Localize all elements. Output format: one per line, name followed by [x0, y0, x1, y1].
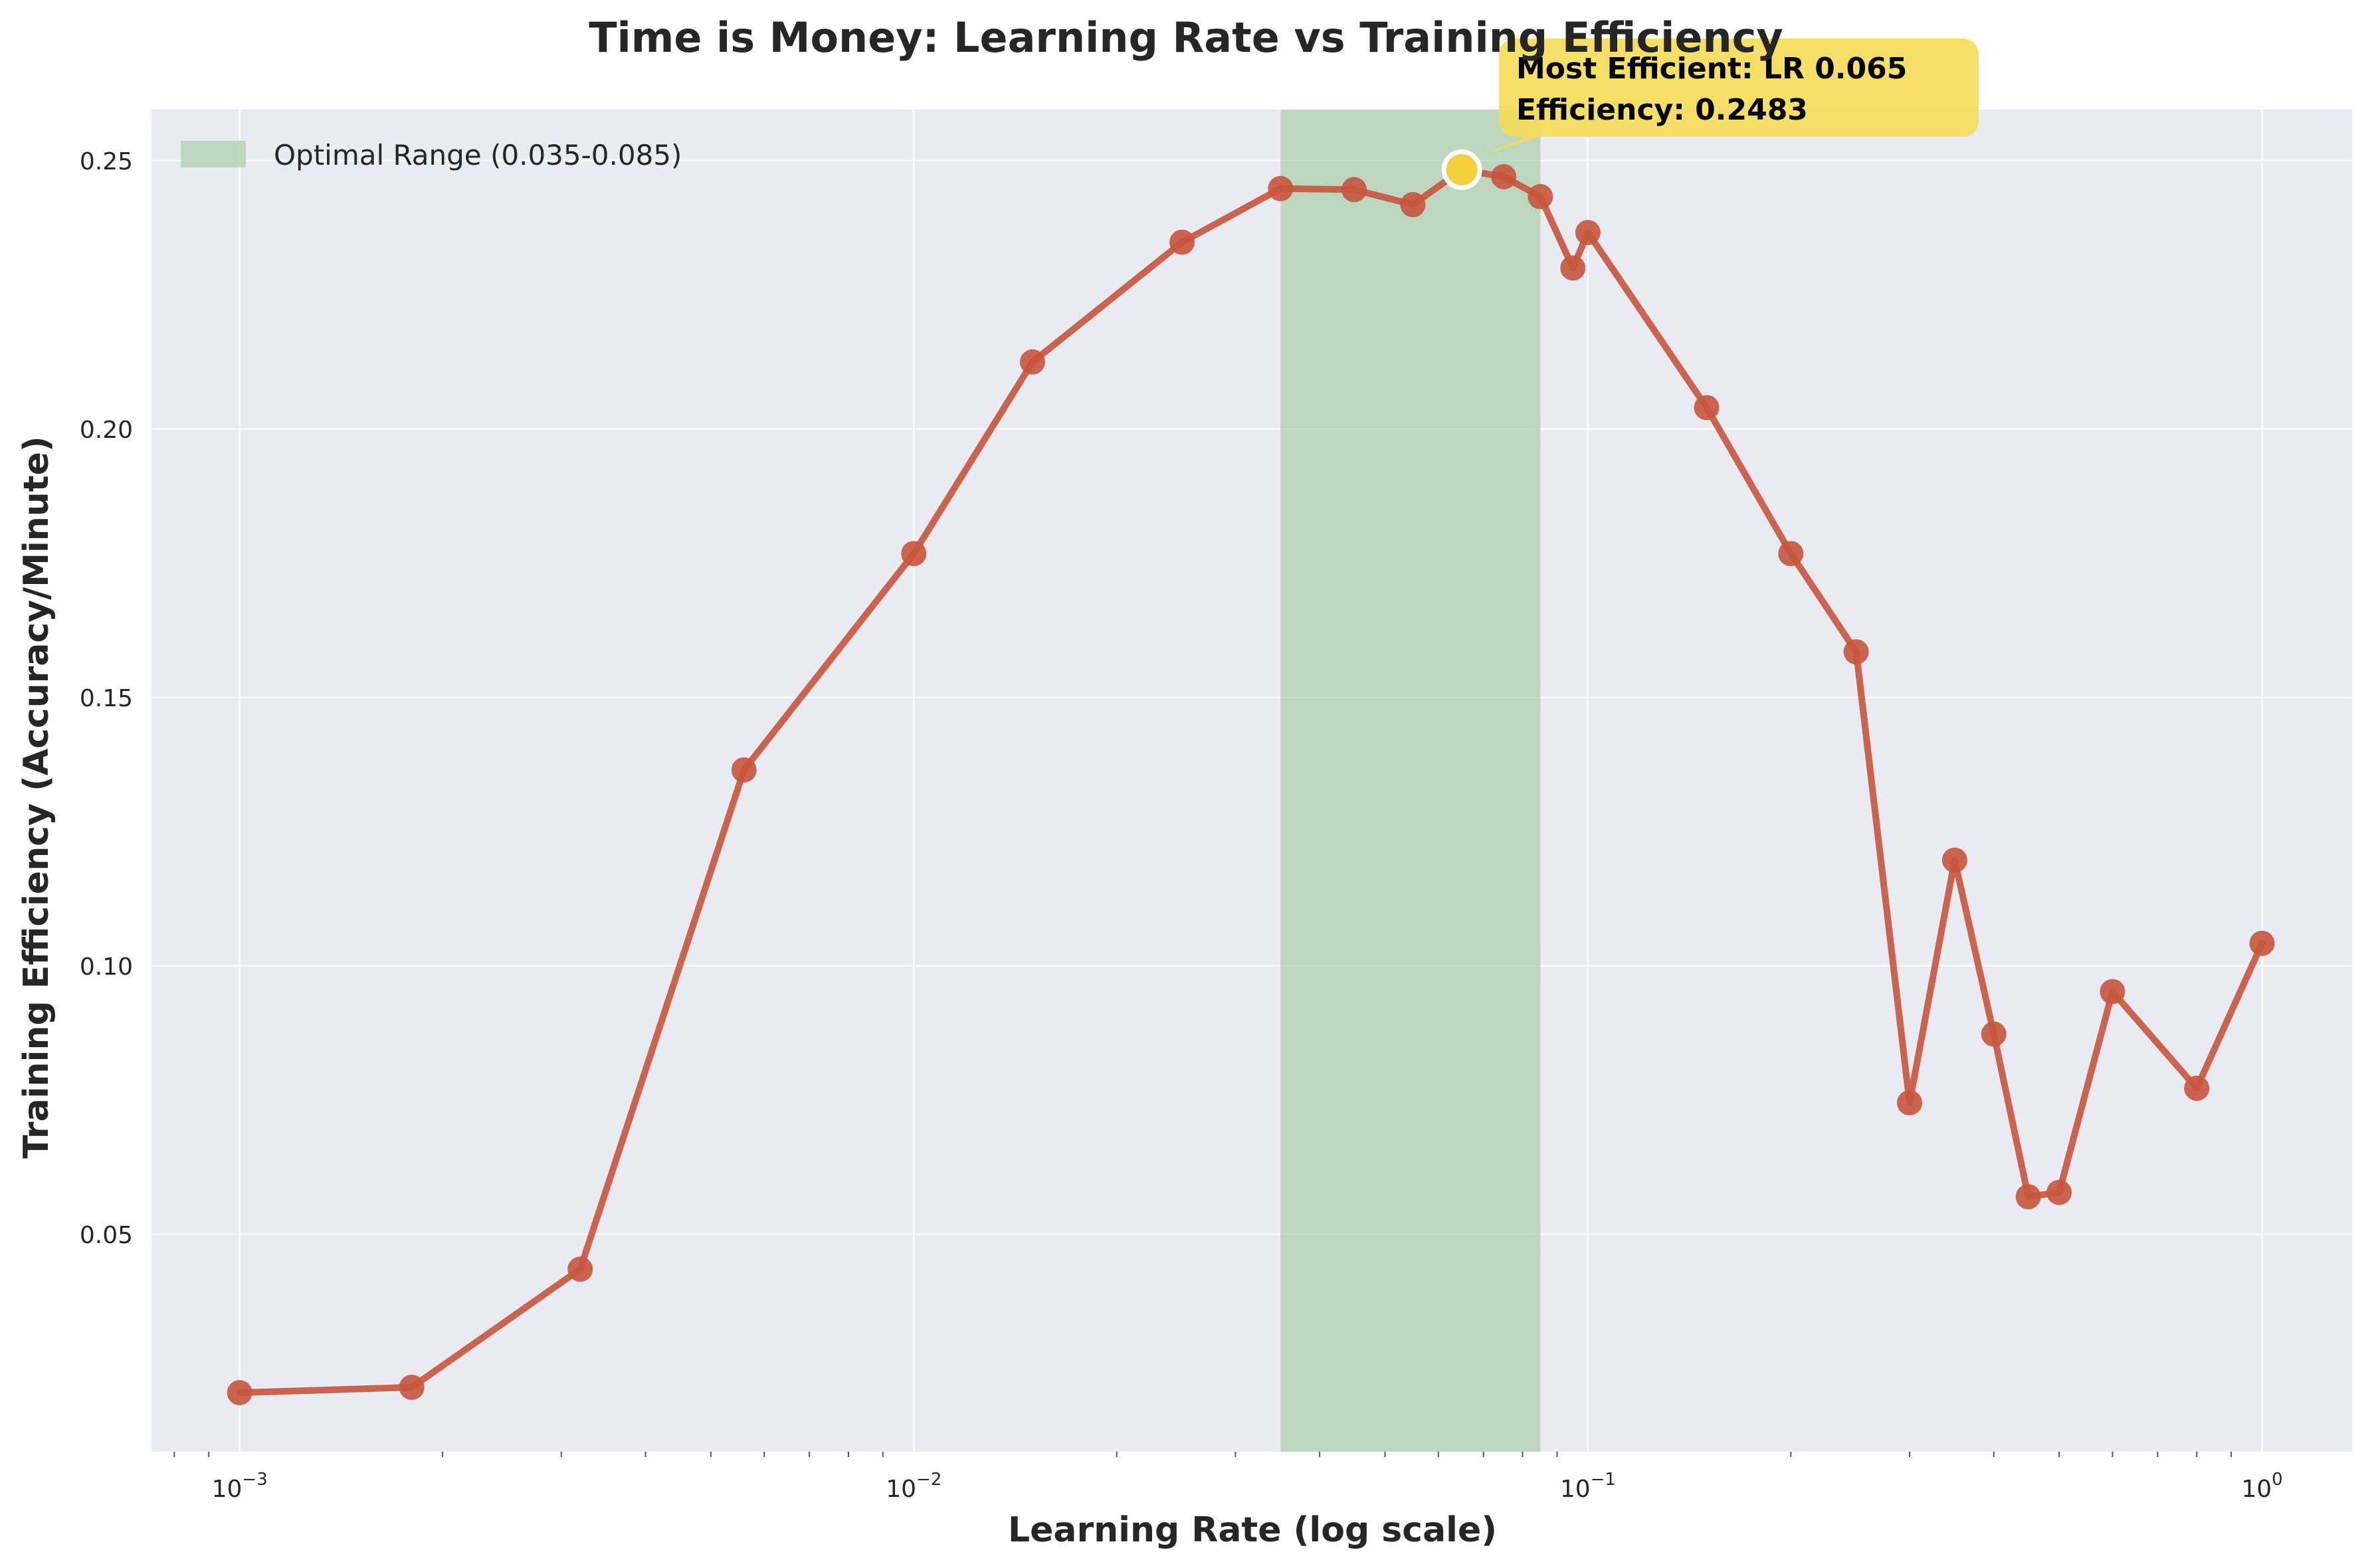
data-point [1560, 255, 1586, 281]
y-axis-label: Training Efficiency (Accuracy/Minute) [17, 436, 56, 1158]
data-point [2100, 979, 2125, 1005]
data-point [1528, 183, 1553, 209]
data-point [1169, 229, 1195, 255]
x-tick-base: 10 [212, 1476, 243, 1503]
x-tick-exponent: 0 [2272, 1470, 2283, 1490]
data-point [2249, 930, 2275, 956]
data-point [2046, 1179, 2072, 1205]
annotation-pointer [1482, 137, 1540, 155]
x-tick-exponent: −3 [242, 1470, 267, 1490]
efficiency-line [236, 166, 2266, 1397]
data-point [2015, 1184, 2041, 1210]
y-tick-label: 0.20 [80, 417, 133, 444]
legend-swatch [181, 141, 246, 167]
data-point [1491, 164, 1517, 189]
data-point [1019, 349, 1045, 375]
data-point [1778, 541, 1804, 567]
x-tick-base: 10 [886, 1476, 916, 1503]
data-point [1981, 1021, 2007, 1047]
data-point [1896, 1090, 1922, 1116]
x-tick-exponent: −1 [1591, 1470, 1616, 1490]
x-axis-label: Learning Rate (log scale) [1008, 1510, 1497, 1550]
x-tick-label: 10−3 [212, 1470, 268, 1503]
data-point [227, 1380, 252, 1406]
y-tick-label: 0.15 [80, 685, 133, 712]
data-point [901, 541, 927, 567]
data-point [1268, 175, 1294, 201]
y-tick-label: 0.25 [80, 148, 133, 175]
x-tick-base: 10 [1560, 1476, 1591, 1503]
data-point [567, 1256, 593, 1282]
data-point [1694, 395, 1720, 421]
annotation-line-1: Most Efficient: LR 0.065 [1516, 52, 1907, 86]
most-efficient-point [1441, 149, 1482, 190]
x-tick-label: 10−2 [886, 1470, 941, 1503]
chart-title: Time is Money: Learning Rate vs Training… [589, 13, 1783, 62]
optimal-range-band [1280, 110, 1541, 1452]
annotation-line-2: Efficiency: 0.2483 [1516, 93, 1808, 127]
data-point [731, 757, 757, 783]
x-tick-label: 100 [2241, 1470, 2282, 1503]
data-point [399, 1375, 425, 1401]
y-tick-label: 0.10 [80, 953, 133, 981]
annotation-box [1499, 39, 1979, 137]
data-point [1575, 220, 1601, 246]
data-point [1941, 847, 1967, 873]
y-tick-label: 0.05 [80, 1222, 133, 1249]
x-tick-exponent: −2 [916, 1470, 941, 1490]
data-point [1341, 177, 1367, 203]
legend-label: Optimal Range (0.035-0.085) [274, 139, 682, 171]
plot-background [151, 110, 2352, 1452]
data-point [1400, 192, 1426, 218]
x-tick-label: 10−1 [1560, 1470, 1616, 1503]
data-point [2184, 1075, 2210, 1101]
x-tick-base: 10 [2241, 1476, 2272, 1503]
data-point [1843, 639, 1869, 665]
